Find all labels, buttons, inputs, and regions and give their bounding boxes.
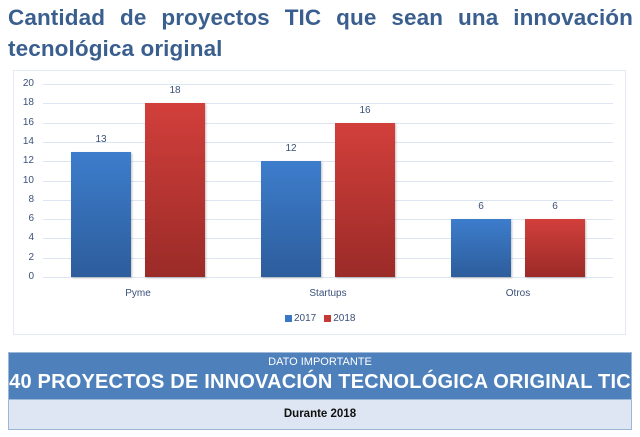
y-axis-tick-label: 2 [28,252,34,263]
bar-pyme-2018 [145,103,205,277]
x-axis-category-label: Otros [505,288,531,299]
data-label: 6 [552,201,558,212]
y-axis-tick-label: 14 [22,136,34,147]
bar-startups-2017 [261,161,321,277]
gridline [43,181,613,182]
y-axis-tick-label: 0 [28,271,34,282]
bar-otros-2018 [525,219,585,277]
y-axis-tick-label: 18 [22,97,34,108]
y-axis-tick-label: 16 [22,117,34,128]
y-axis-tick-label: 20 [22,78,34,89]
legend-swatch-2018 [324,315,332,322]
y-axis-tick-label: 10 [22,175,34,186]
y-axis-tick-label: 12 [22,155,34,166]
bar-otros-2017 [451,219,511,277]
legend-swatch-2017 [285,315,292,322]
data-label: 13 [95,134,107,145]
gridline [43,238,613,239]
y-axis-tick-label: 4 [28,232,34,243]
chart-legend: 2017 2018 [285,313,360,324]
callout-footer: Durante 2018 [9,399,631,429]
gridline [43,161,613,162]
callout-headline: 40 PROYECTOS DE INNOVACIÓN TECNOLÓGICA O… [9,371,631,393]
x-axis-category-label: Pyme [125,288,151,299]
x-axis-category-label: Startups [309,288,347,299]
legend-item-2017: 2017 [285,313,316,324]
callout-header: DATO IMPORTANTE 40 PROYECTOS DE INNOVACI… [9,353,631,399]
gridline [43,277,613,278]
y-axis-tick-label: 6 [28,213,34,224]
gridline [43,123,613,124]
gridline [43,84,613,85]
callout-kicker: DATO IMPORTANTE [268,356,372,368]
y-axis-tick-label: 8 [28,194,34,205]
data-label: 18 [169,85,181,96]
legend-label-2018: 2018 [333,313,356,324]
gridline [43,142,613,143]
key-fact-callout: DATO IMPORTANTE 40 PROYECTOS DE INNOVACI… [8,352,632,430]
data-label: 16 [359,105,371,116]
chart-title: Cantidad de proyectos TIC que sean una i… [8,5,633,61]
bar-pyme-2017 [71,152,131,277]
data-label: 12 [285,143,297,154]
legend-label-2017: 2017 [294,313,317,324]
gridline [43,103,613,104]
gridline [43,200,613,201]
gridline [43,219,613,220]
gridline [43,258,613,259]
legend-item-2018: 2018 [324,313,356,324]
data-label: 6 [478,201,484,212]
bar-startups-2018 [335,123,395,277]
